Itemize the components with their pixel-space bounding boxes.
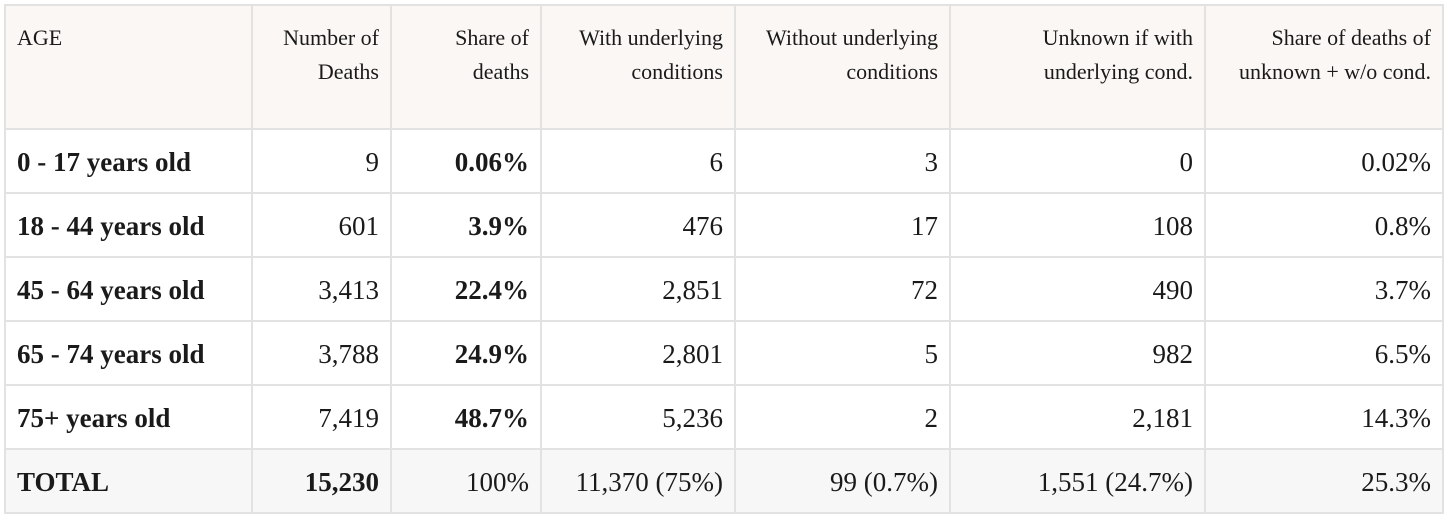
- row-unknown-conditions: 108: [949, 192, 1206, 258]
- header-number-of-deaths: Number of Deaths: [251, 4, 392, 130]
- row-share-unknown: 6.5%: [1204, 320, 1444, 386]
- row-deaths: 9: [251, 128, 392, 194]
- row-age: 0 - 17 years old: [4, 128, 253, 194]
- row-deaths: 3,788: [251, 320, 392, 386]
- row-with-conditions: 5,236: [540, 384, 736, 450]
- row-share: 48.7%: [390, 384, 542, 450]
- total-deaths: 15,230: [251, 448, 392, 514]
- row-unknown-conditions: 490: [949, 256, 1206, 322]
- row-with-conditions: 2,851: [540, 256, 736, 322]
- header-unknown-underlying-conditions: Unknown if with underlying cond.: [949, 4, 1206, 130]
- row-without-conditions: 2: [734, 384, 951, 450]
- row-without-conditions: 3: [734, 128, 951, 194]
- row-deaths: 7,419: [251, 384, 392, 450]
- row-unknown-conditions: 2,181: [949, 384, 1206, 450]
- row-with-conditions: 476: [540, 192, 736, 258]
- header-age: AGE: [4, 4, 253, 130]
- row-age: 45 - 64 years old: [4, 256, 253, 322]
- total-row: TOTAL 15,230 100% 11,370 (75%) 99 (0.7%)…: [4, 448, 1444, 514]
- header-share-unknown-without: Share of deaths of unknown + w/o cond.: [1204, 4, 1444, 130]
- row-unknown-conditions: 0: [949, 128, 1206, 194]
- row-share: 3.9%: [390, 192, 542, 258]
- row-without-conditions: 17: [734, 192, 951, 258]
- table-row: 0 - 17 years old 9 0.06% 6 3 0 0.02%: [4, 128, 1444, 194]
- row-without-conditions: 5: [734, 320, 951, 386]
- table-row: 75+ years old 7,419 48.7% 5,236 2 2,181 …: [4, 384, 1444, 450]
- row-age: 65 - 74 years old: [4, 320, 253, 386]
- row-without-conditions: 72: [734, 256, 951, 322]
- total-without-conditions: 99 (0.7%): [734, 448, 951, 514]
- row-unknown-conditions: 982: [949, 320, 1206, 386]
- total-label: TOTAL: [4, 448, 253, 514]
- header-row: AGE Number of Deaths Share of deaths Wit…: [4, 4, 1444, 130]
- row-with-conditions: 6: [540, 128, 736, 194]
- row-share-unknown: 3.7%: [1204, 256, 1444, 322]
- row-age: 75+ years old: [4, 384, 253, 450]
- total-unknown-conditions: 1,551 (24.7%): [949, 448, 1206, 514]
- row-with-conditions: 2,801: [540, 320, 736, 386]
- row-deaths: 3,413: [251, 256, 392, 322]
- row-share: 0.06%: [390, 128, 542, 194]
- row-age: 18 - 44 years old: [4, 192, 253, 258]
- total-with-conditions: 11,370 (75%): [540, 448, 736, 514]
- total-share-unknown: 25.3%: [1204, 448, 1444, 514]
- deaths-by-age-table: AGE Number of Deaths Share of deaths Wit…: [4, 4, 1444, 514]
- table-row: 18 - 44 years old 601 3.9% 476 17 108 0.…: [4, 192, 1444, 258]
- total-share: 100%: [390, 448, 542, 514]
- table-row: 65 - 74 years old 3,788 24.9% 2,801 5 98…: [4, 320, 1444, 386]
- row-share-unknown: 14.3%: [1204, 384, 1444, 450]
- row-share: 22.4%: [390, 256, 542, 322]
- header-share-of-deaths: Share of deaths: [390, 4, 542, 130]
- header-with-underlying-conditions: With underlying conditions: [540, 4, 736, 130]
- row-share: 24.9%: [390, 320, 542, 386]
- row-share-unknown: 0.8%: [1204, 192, 1444, 258]
- row-deaths: 601: [251, 192, 392, 258]
- row-share-unknown: 0.02%: [1204, 128, 1444, 194]
- header-without-underlying-conditions: Without underlying conditions: [734, 4, 951, 130]
- table-row: 45 - 64 years old 3,413 22.4% 2,851 72 4…: [4, 256, 1444, 322]
